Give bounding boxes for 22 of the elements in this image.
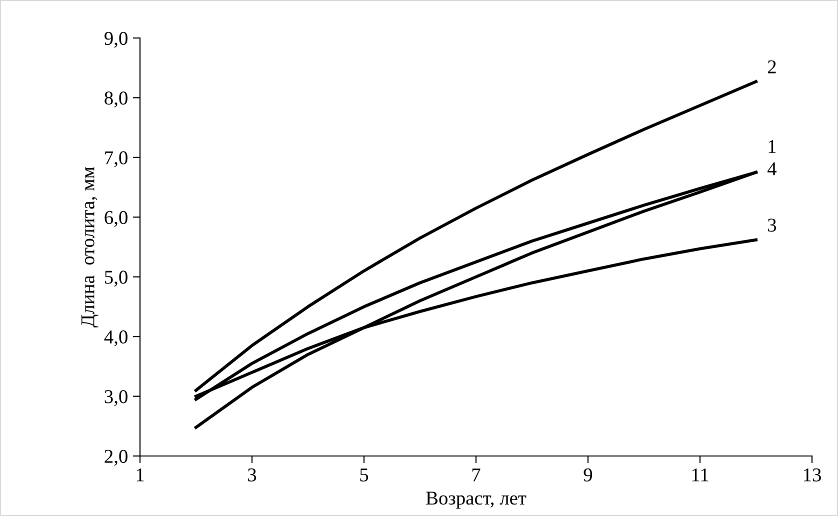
series-label: 1: [768, 140, 776, 153]
y-tick-label: 5,0: [105, 270, 128, 287]
y-tick-label: 6,0: [104, 210, 128, 227]
y-tick-label: 3,0: [104, 390, 128, 406]
x-axis-title: Возраст, лет: [426, 492, 526, 509]
y-tick-label: 8,0: [104, 92, 128, 108]
x-tick-label: 1: [136, 468, 144, 482]
x-tick-label: 9: [584, 468, 592, 482]
x-tick-label: 7: [472, 468, 480, 482]
y-axis-title: Длина отолита, мм: [81, 166, 98, 328]
y-tick-label: 4,0: [104, 330, 128, 346]
line-series: [194, 80, 758, 392]
series-label: 4: [767, 162, 777, 176]
x-tick-label: 5: [360, 468, 368, 482]
x-tick-label: 13: [804, 468, 821, 482]
x-tick-label: 11: [692, 468, 708, 482]
y-tick-label: 7,0: [105, 151, 128, 168]
series-label: 2: [768, 60, 776, 74]
x-tick-label: 3: [248, 468, 256, 482]
y-tick-label: 9,0: [104, 32, 128, 48]
series-label: 3: [768, 218, 776, 232]
y-tick-label: 2,0: [104, 450, 128, 466]
